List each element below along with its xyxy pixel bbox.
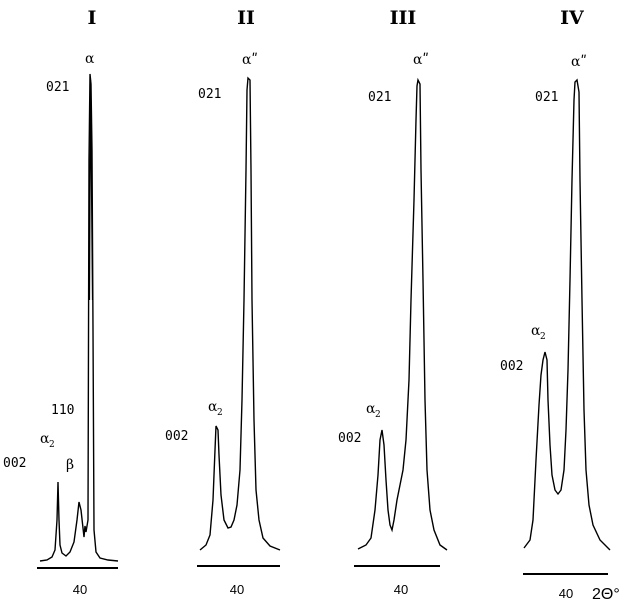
label-alpha2-sub-IV: 2 [540, 332, 546, 342]
label-021-III: 021 [368, 90, 391, 105]
label-alpha-top-I: α [85, 51, 95, 67]
label-beta-I: β [66, 457, 74, 473]
pattern-trace-II [199, 76, 281, 551]
x-axis-label: 2Θ° [592, 586, 620, 603]
tick-40-IV: 40 [559, 586, 573, 601]
label-alpha2-II: α [208, 399, 218, 415]
pattern-trace-IV [523, 78, 611, 551]
label-110-I: 110 [51, 403, 74, 418]
label-002-I: 002 [3, 456, 26, 471]
label-021-I: 021 [46, 80, 69, 95]
label-002-IV: 002 [500, 359, 523, 374]
label-alpha-top-IV: αʺ [571, 54, 587, 70]
label-alpha2-I: α [40, 431, 50, 447]
label-021-II: 021 [198, 87, 221, 102]
label-002-III: 002 [338, 431, 361, 446]
tick-40-I: 40 [73, 582, 87, 597]
panel-title-III: III [390, 7, 417, 29]
pattern-trace-I [39, 73, 119, 562]
label-alpha2-sub-III: 2 [375, 410, 381, 420]
tick-40-II: 40 [230, 582, 244, 597]
label-021-IV: 021 [535, 90, 558, 105]
panel-II: αʺ 021 α 2 002 40 [165, 52, 281, 597]
panel-I: 021 α 110 α 2 002 β 40 [3, 51, 119, 597]
label-alpha2-sub-I: 2 [49, 440, 55, 450]
panel-title-II: II [237, 7, 255, 29]
panel-title-I: I [88, 7, 97, 29]
tick-40-III: 40 [394, 582, 408, 597]
label-alpha-top-III: αʺ [413, 52, 429, 68]
label-alpha2-sub-II: 2 [217, 408, 223, 418]
panel-IV: αʺ 021 α 2 002 40 2Θ° [500, 54, 620, 603]
label-alpha2-IV: α [531, 323, 541, 339]
pattern-trace-III [357, 77, 448, 551]
label-alpha-top-II: αʺ [242, 52, 258, 68]
panel-title-IV: IV [560, 7, 585, 29]
panel-III: αʺ 021 α 2 002 40 [338, 52, 448, 597]
label-alpha2-III: α [366, 401, 376, 417]
pattern-trace-I-double [88, 79, 94, 301]
label-002-II: 002 [165, 429, 188, 444]
